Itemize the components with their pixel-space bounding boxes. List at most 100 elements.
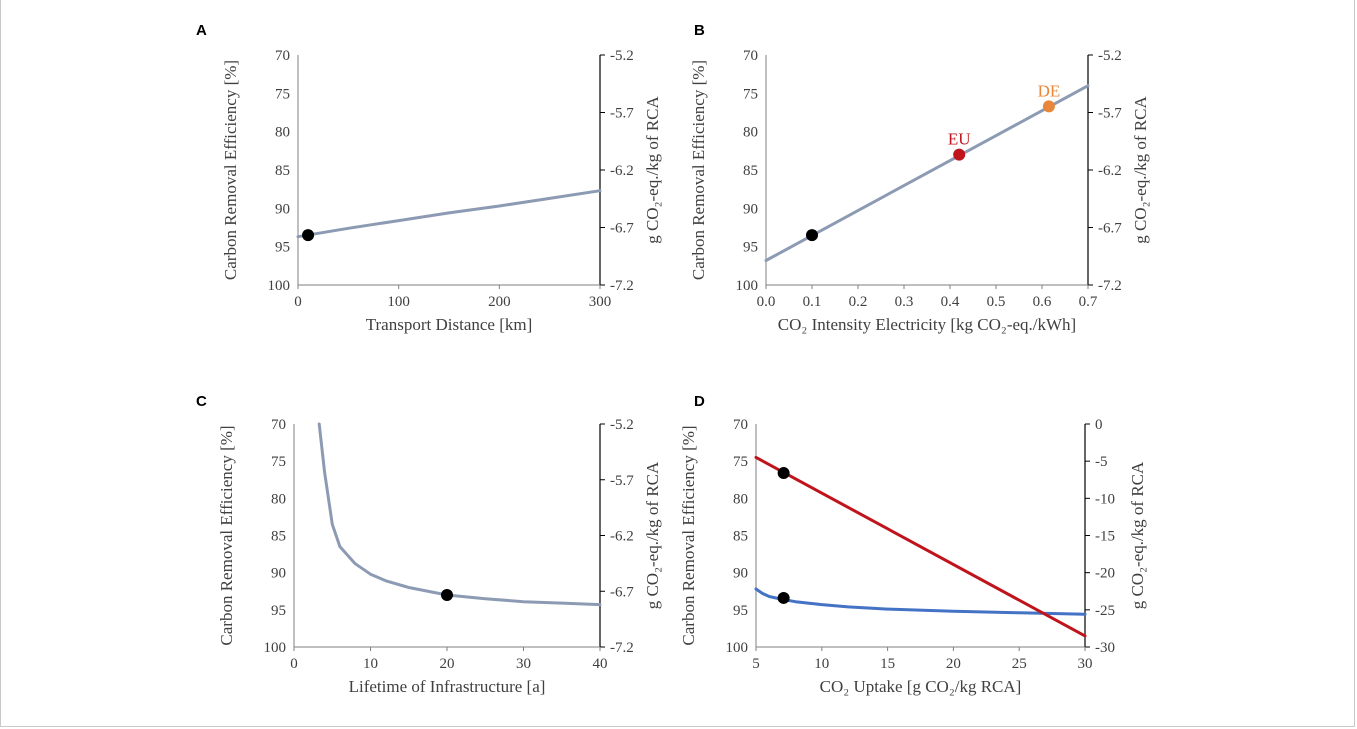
y-tick-label: 85 bbox=[743, 163, 758, 179]
y-tick-label: 70 bbox=[275, 48, 290, 64]
x-axis-label: CO₂ Uptake [g CO₂/kg RCA] bbox=[820, 677, 1022, 696]
series-line bbox=[296, 189, 602, 239]
x-axis-label: Lifetime of Infrastructure [a] bbox=[349, 677, 546, 696]
y2-tick-label: -5.2 bbox=[1098, 48, 1122, 64]
y-tick-label: 85 bbox=[271, 529, 286, 545]
y-tick-label: 80 bbox=[275, 125, 290, 141]
x-tick-label: 10 bbox=[363, 656, 378, 672]
x-tick-label: 0.7 bbox=[1079, 294, 1098, 310]
x-tick-label: 100 bbox=[387, 294, 410, 310]
y2-tick-label: -7.2 bbox=[610, 278, 634, 294]
y2-tick-label: -7.2 bbox=[610, 640, 634, 656]
y2-tick-label: -6.7 bbox=[610, 221, 634, 237]
x-tick-label: 25 bbox=[1012, 656, 1027, 672]
y-tick-label: 100 bbox=[264, 640, 287, 656]
y-tick-label: 100 bbox=[726, 640, 749, 656]
panel-letter: D bbox=[694, 393, 705, 410]
y-tick-label: 75 bbox=[271, 454, 286, 470]
x-tick-label: 0.0 bbox=[757, 294, 776, 310]
x-tick-label: 0.4 bbox=[941, 294, 960, 310]
y2-tick-label: -6.2 bbox=[610, 529, 634, 545]
y-tick-label: 70 bbox=[271, 417, 286, 433]
y-tick-label: 70 bbox=[743, 48, 758, 64]
data-point-marker bbox=[441, 588, 453, 601]
y2-tick-label: -6.2 bbox=[1098, 163, 1122, 179]
y2-tick-label: -6.7 bbox=[610, 584, 634, 600]
series-line bbox=[317, 422, 602, 607]
y2-tick-label: -15 bbox=[1095, 529, 1115, 545]
data-point-marker bbox=[806, 229, 818, 242]
panel-letter: A bbox=[196, 22, 207, 39]
y-tick-label: 95 bbox=[271, 603, 286, 619]
y2-tick-label: -5.7 bbox=[610, 106, 634, 122]
x-tick-label: 20 bbox=[946, 656, 961, 672]
y-axis-label: Carbon Removal Efficiency [%] bbox=[217, 425, 236, 645]
y-tick-label: 80 bbox=[743, 125, 758, 141]
x-axis-label: CO₂ Intensity Electricity [kg CO₂-eq./kW… bbox=[778, 315, 1076, 334]
panel-b: B 70 75 80 85 90 95 100 -5.2 -5.7 -6.2 -6.7 -7.2 0.0 0… bbox=[689, 22, 1150, 334]
series-line bbox=[764, 84, 1090, 262]
x-tick-label: 0 bbox=[294, 294, 302, 310]
y-axis-label: Carbon Removal Efficiency [%] bbox=[679, 425, 698, 645]
y-tick-label: 100 bbox=[268, 278, 291, 294]
data-point-label: DE bbox=[1038, 81, 1061, 100]
data-point-marker bbox=[777, 467, 790, 480]
panel-letter: B bbox=[694, 22, 705, 39]
y-axis-label: Carbon Removal Efficiency [%] bbox=[689, 60, 708, 280]
data-point-marker bbox=[1042, 100, 1055, 113]
y2-tick-label: 0 bbox=[1095, 417, 1103, 433]
panel-c: C 70 75 80 85 90 95 100 -5.2 -5.7 -6.2 -6.7 -7.2 0 10 2… bbox=[196, 393, 662, 696]
y2-tick-label: -30 bbox=[1095, 640, 1115, 656]
y-tick-label: 75 bbox=[733, 454, 748, 470]
x-tick-label: 30 bbox=[516, 656, 531, 672]
x-tick-label: 300 bbox=[589, 294, 612, 310]
x-tick-label: 0.1 bbox=[803, 294, 822, 310]
y2-tick-label: -5.7 bbox=[610, 473, 634, 489]
y-tick-label: 95 bbox=[733, 603, 748, 619]
y2-tick-label: -7.2 bbox=[1098, 278, 1122, 294]
data-point-label: EU bbox=[948, 130, 971, 149]
y2-axis-label: g CO₂-eq./kg of RCA bbox=[643, 461, 662, 609]
x-tick-label: 5 bbox=[752, 656, 760, 672]
x-tick-label: 0 bbox=[290, 656, 298, 672]
y2-tick-label: -5 bbox=[1095, 454, 1108, 470]
panel-d: D 70 75 80 85 90 95 100 0 -5 -10 -15 -20 -25 -30 5 10 15 2… bbox=[679, 393, 1147, 696]
x-tick-label: 0.3 bbox=[895, 294, 914, 310]
y2-tick-label: -5.7 bbox=[1098, 106, 1122, 122]
y-tick-label: 95 bbox=[743, 240, 758, 256]
y-tick-label: 90 bbox=[743, 201, 758, 217]
x-tick-label: 200 bbox=[488, 294, 511, 310]
y-tick-label: 90 bbox=[275, 201, 290, 217]
y-tick-label: 80 bbox=[733, 491, 748, 507]
y-tick-label: 85 bbox=[733, 529, 748, 545]
y-tick-label: 95 bbox=[275, 240, 290, 256]
y-tick-label: 75 bbox=[275, 86, 290, 102]
y-tick-label: 80 bbox=[271, 491, 286, 507]
y-tick-label: 90 bbox=[733, 566, 748, 582]
x-tick-label: 0.2 bbox=[849, 294, 868, 310]
y-tick-label: 85 bbox=[275, 163, 290, 179]
y2-tick-label: -10 bbox=[1095, 491, 1115, 507]
y2-tick-label: -6.7 bbox=[1098, 221, 1122, 237]
y2-tick-label: -5.2 bbox=[610, 48, 634, 64]
y-tick-label: 100 bbox=[736, 278, 759, 294]
y2-tick-label: -25 bbox=[1095, 603, 1115, 619]
y-tick-label: 70 bbox=[733, 417, 748, 433]
series-line bbox=[754, 455, 1087, 638]
panel-letter: C bbox=[196, 393, 207, 410]
x-tick-label: 40 bbox=[593, 656, 608, 672]
y-axis-label: Carbon Removal Efficiency [%] bbox=[221, 60, 240, 280]
y-tick-label: 75 bbox=[743, 86, 758, 102]
data-point-marker bbox=[302, 229, 315, 242]
x-tick-label: 15 bbox=[880, 656, 895, 672]
y2-axis-label: g CO₂-eq./kg of RCA bbox=[643, 95, 662, 243]
x-tick-label: 0.6 bbox=[1033, 294, 1052, 310]
x-tick-label: 20 bbox=[440, 656, 455, 672]
data-point-marker bbox=[777, 591, 790, 604]
y2-tick-label: -20 bbox=[1095, 566, 1115, 582]
data-point-marker bbox=[953, 148, 966, 161]
x-tick-label: 10 bbox=[814, 656, 829, 672]
x-tick-label: 30 bbox=[1078, 656, 1093, 672]
